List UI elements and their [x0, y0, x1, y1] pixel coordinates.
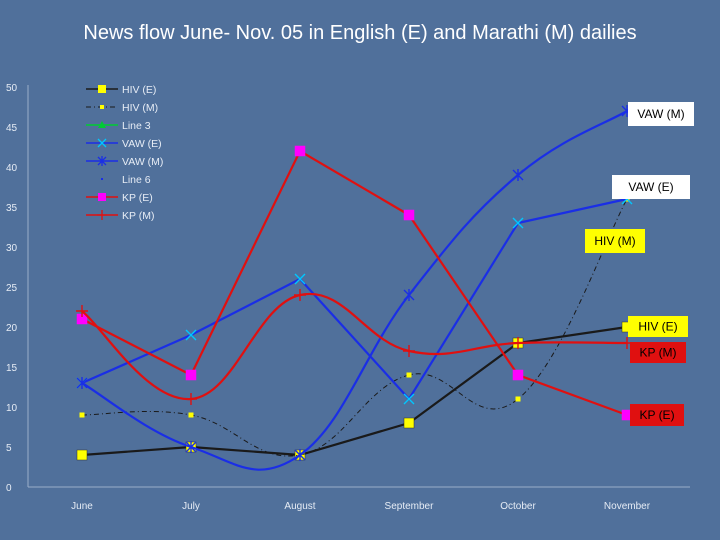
y-tick-label: 35 [6, 203, 18, 214]
callout-box [612, 175, 690, 199]
y-tick-label: 5 [6, 443, 12, 454]
series-vaw-e [76, 193, 633, 405]
data-point [294, 273, 306, 285]
legend-marker [101, 178, 103, 180]
data-point [512, 169, 524, 181]
callout-text: VAW (M) [637, 107, 684, 121]
y-tick-label: 25 [6, 283, 18, 294]
x-tick-label: November [604, 501, 651, 512]
legend-marker [98, 121, 106, 128]
callout-label: KP (E) [630, 404, 684, 426]
data-point [79, 412, 85, 418]
callout-text: HIV (M) [594, 234, 635, 248]
data-point [515, 396, 521, 402]
callout-box [630, 404, 684, 426]
data-point [188, 412, 194, 418]
data-point [185, 393, 197, 405]
y-tick-label: 30 [6, 243, 18, 254]
callout-text: KP (M) [639, 346, 676, 360]
data-point [185, 441, 197, 453]
callout-box [585, 229, 645, 253]
series-vaw-m [76, 105, 633, 471]
y-tick-label: 40 [6, 163, 18, 174]
y-tick-label: 10 [6, 403, 18, 414]
y-tick-label: 50 [6, 83, 18, 94]
callout-box [628, 316, 688, 337]
callout-label: VAW (M) [628, 102, 694, 126]
callout-text: VAW (E) [628, 180, 673, 194]
legend-item: VAW (M) [86, 156, 163, 168]
y-tick-label: 0 [6, 483, 12, 494]
data-point [76, 449, 88, 461]
series-line [81, 110, 628, 471]
data-point [294, 289, 306, 301]
series-line [81, 149, 628, 417]
y-tick-label: 15 [6, 363, 18, 374]
series-layer [76, 105, 633, 471]
data-point [403, 289, 415, 301]
series-line [81, 197, 628, 401]
legend-label: VAW (M) [122, 156, 163, 168]
legend: HIV (E) HIV (M) Line 3 VAW (E) VAW (M) Line 6… [86, 84, 163, 222]
callouts: VAW (M) VAW (E) HIV (M) HIV (E) KP (M) KP (E) [585, 102, 694, 426]
data-point [403, 417, 415, 429]
series-kp-m [76, 289, 633, 405]
data-point [512, 337, 524, 349]
data-point [406, 372, 412, 378]
data-point [403, 345, 415, 357]
data-point [76, 305, 88, 317]
legend-item: HIV (M) [86, 102, 158, 114]
x-tick-label: October [500, 501, 536, 512]
data-point [294, 145, 306, 157]
callout-box [630, 342, 686, 363]
callout-label: HIV (M) [585, 229, 645, 253]
legend-item: KP (M) [86, 210, 154, 222]
callout-label: HIV (E) [628, 316, 688, 337]
callout-label: KP (M) [630, 342, 686, 363]
callout-text: KP (E) [639, 408, 674, 422]
legend-marker [97, 210, 107, 220]
callout-text: HIV (E) [638, 320, 677, 334]
data-point [512, 369, 524, 381]
legend-label: KP (E) [122, 192, 153, 204]
legend-marker [97, 138, 107, 148]
legend-marker [97, 156, 107, 166]
x-tick-label: September [385, 501, 435, 512]
legend-marker [98, 193, 106, 201]
data-point [76, 377, 88, 389]
legend-item: KP (E) [86, 192, 153, 204]
legend-marker [100, 105, 104, 109]
legend-label: VAW (E) [122, 138, 162, 150]
callout-label: VAW (E) [612, 175, 690, 199]
legend-label: HIV (E) [122, 84, 156, 96]
chart-title: News flow June- Nov. 05 in English (E) a… [83, 22, 637, 44]
legend-label: HIV (M) [122, 102, 158, 114]
legend-label: Line 6 [122, 174, 151, 186]
callout-box [628, 102, 694, 126]
x-tick-label: June [71, 501, 93, 512]
data-point [403, 209, 415, 221]
legend-label: KP (M) [122, 210, 154, 222]
data-point [294, 449, 306, 461]
legend-item: VAW (E) [86, 138, 162, 150]
x-tick-label: July [182, 501, 200, 512]
series-line [81, 198, 628, 457]
axes: 0 5 10 15 20 25 30 35 40 45 50 June July August Septem… [6, 83, 690, 512]
x-tick-label: August [284, 501, 315, 512]
data-point [403, 393, 415, 405]
data-point [185, 329, 197, 341]
series-hiv-m [79, 196, 630, 458]
legend-item: HIV (E) [86, 84, 156, 96]
y-tick-label: 20 [6, 323, 18, 334]
data-point [512, 217, 524, 229]
legend-item: Line 3 [86, 120, 151, 132]
series-kp-e [76, 145, 633, 421]
legend-marker [98, 85, 106, 93]
series-line [81, 325, 628, 457]
legend-label: Line 3 [122, 120, 151, 132]
y-tick-label: 45 [6, 123, 18, 134]
legend-item: Line 6 [101, 174, 151, 186]
data-point [185, 369, 197, 381]
